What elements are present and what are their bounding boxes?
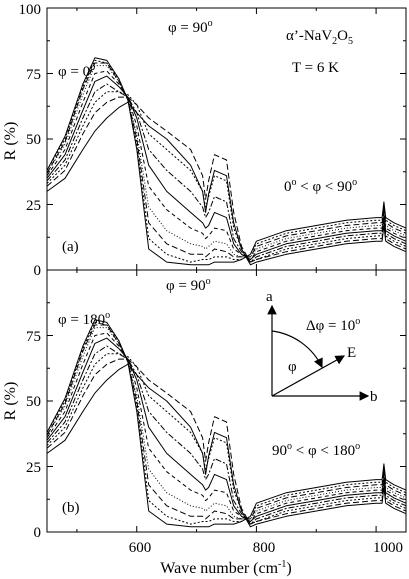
panel-a-frame bbox=[46, 7, 407, 271]
reflectivity-curve-phi-70 bbox=[46, 62, 407, 258]
inset-label-phi: φ bbox=[288, 359, 297, 375]
panel-a: 0 25 50 75 100 R (%) φ = 0o φ = 90o α’-N… bbox=[2, 2, 407, 279]
inset-label-a: a bbox=[266, 289, 273, 305]
panel-b-curves bbox=[46, 319, 407, 528]
reflectivity-curve-phi-50 bbox=[46, 70, 407, 260]
xtick-label: 800 bbox=[253, 540, 276, 556]
reflectivity-curve-phi-120 bbox=[46, 345, 407, 525]
panel-a-ytick-label: 0 bbox=[34, 263, 42, 279]
panel-a-ytick-label: 75 bbox=[26, 67, 41, 83]
annotation-range-b: 90o < φ < 180o bbox=[272, 441, 360, 459]
panel-a-label: (a) bbox=[62, 239, 79, 255]
reflectivity-curve-phi-140 bbox=[46, 332, 407, 522]
reflectivity-curve-phi-10 bbox=[46, 96, 407, 263]
xtick-label: 600 bbox=[129, 540, 152, 556]
annotation-phi-0: φ = 0o bbox=[58, 62, 95, 80]
annotation-phi-90-a: φ = 90o bbox=[168, 18, 213, 36]
reflectivity-curve-phi-160 bbox=[46, 324, 407, 520]
xlabel: Wave number (cm-1) bbox=[160, 559, 291, 577]
reflectivity-curve-phi-90 bbox=[46, 363, 407, 528]
panel-b-ticks bbox=[47, 269, 406, 533]
panel-a-ytick-label: 100 bbox=[19, 2, 42, 18]
panel-b-label: (b) bbox=[62, 500, 80, 516]
inset-label-e: E bbox=[347, 345, 356, 361]
inset-label-b: b bbox=[370, 389, 378, 405]
panel-b: 0 25 50 75 600 800 1000 R (%) Wave numbe… bbox=[2, 269, 407, 577]
panel-b-ytick-label: 25 bbox=[26, 460, 41, 476]
reflectivity-curve-phi-110 bbox=[46, 353, 407, 525]
inset-vector-e bbox=[271, 355, 346, 397]
reflectivity-curve-phi-60 bbox=[46, 65, 407, 258]
annotation-temperature: T = 6 K bbox=[292, 60, 339, 76]
panel-a-ytick-label: 25 bbox=[26, 198, 41, 214]
reflectivity-curve-phi-90 bbox=[46, 57, 407, 266]
panel-b-frame bbox=[46, 269, 407, 533]
panel-b-ytick-label: 0 bbox=[34, 525, 42, 541]
reflectivity-curve-phi-100 bbox=[46, 358, 407, 525]
panel-a-curves bbox=[46, 57, 407, 266]
annotation-compound: α’-NaV2O5 bbox=[286, 28, 353, 47]
reflectivity-curve-phi-40 bbox=[46, 75, 407, 260]
reflectivity-curve-phi-130 bbox=[46, 337, 407, 522]
reflectivity-curve-phi-180 bbox=[46, 319, 407, 528]
xtick-label: 1000 bbox=[373, 540, 403, 556]
reflectivity-curve-phi-20 bbox=[46, 91, 407, 263]
reflectivity-curve-phi-30 bbox=[46, 83, 407, 263]
panel-a-ytick-label: 50 bbox=[26, 132, 41, 148]
panel-a-ticks bbox=[47, 7, 406, 271]
reflectivity-curve-phi-0 bbox=[46, 101, 407, 266]
panel-b-ytick-label: 50 bbox=[26, 394, 41, 410]
annotation-range-a: 0o < φ < 90o bbox=[284, 177, 357, 195]
annotation-phi-180: φ = 180o bbox=[58, 310, 110, 328]
inset-angle-arc bbox=[271, 330, 323, 369]
panel-b-ytick-label: 75 bbox=[26, 329, 41, 345]
polarization-inset: a b E φ bbox=[266, 289, 378, 405]
panel-a-ylabel: R (%) bbox=[2, 122, 19, 161]
panel-b-ylabel: R (%) bbox=[2, 382, 19, 421]
annotation-delta-phi: Δφ = 10o bbox=[306, 316, 360, 334]
annotation-phi-90-b: φ = 90o bbox=[166, 276, 211, 294]
